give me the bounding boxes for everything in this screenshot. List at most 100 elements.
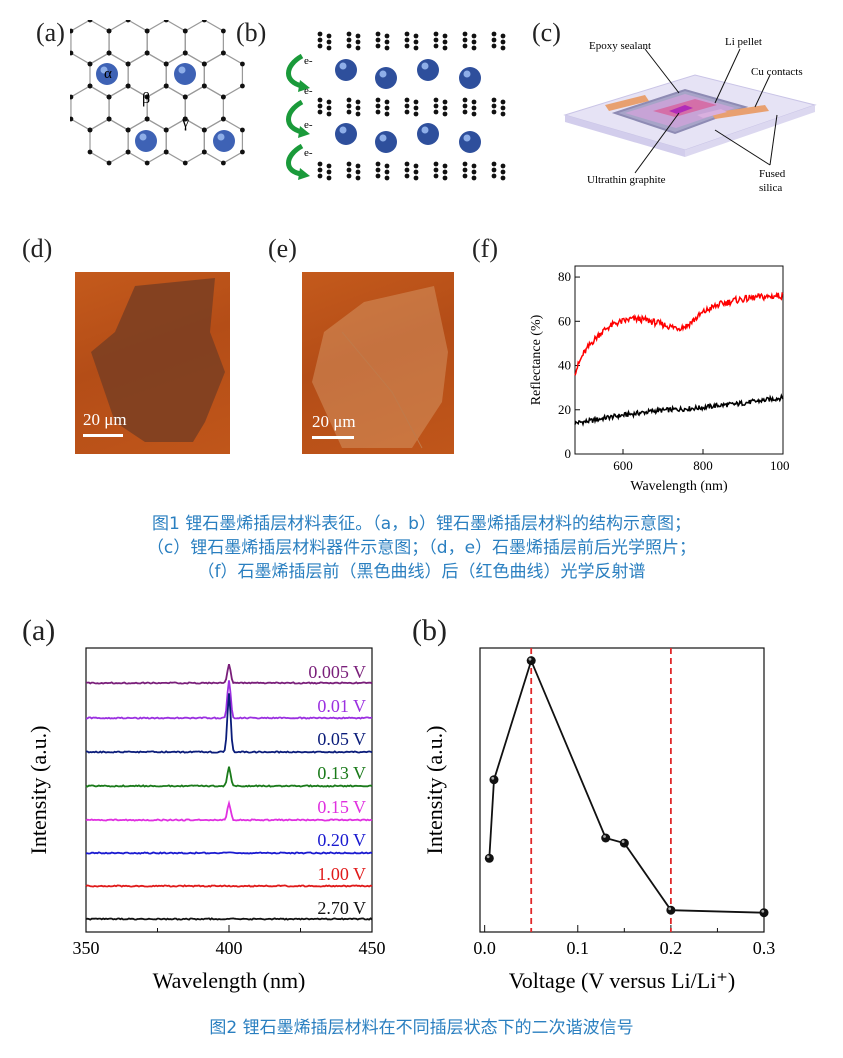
y-tick-label: 60 [558,313,571,328]
carbon-atom [125,83,131,89]
li-atom [135,130,157,152]
label-ultrathin-graphite: Ultrathin graphite [587,174,666,186]
panel-label-1f: (f) [472,234,498,263]
figure-2-caption: 图2 锂石墨烯插层材料在不同插层状态下的二次谐波信号 [209,1018,634,1038]
carbon-atom [355,169,361,175]
carbon-atom [70,116,74,122]
spectrum-label: 0.13 V [317,763,366,783]
carbon-atom [500,33,506,39]
li-atom [335,123,357,145]
shg-intensity-vs-voltage-chart: 0.0 0.1 0.2 0.3 Voltage (V versus Li/Li⁺) I… [422,647,775,993]
data-point [489,775,499,785]
shg-spectra-chart: 350 400 450 0.005 V 0.01 V 0.05 V 0.13 V 0.15 … [26,647,386,993]
electron-label: e- [304,119,313,131]
data-point [759,908,769,918]
li-atom-highlight [339,126,347,134]
carbon-atom [317,43,323,49]
carbon-atom [404,109,410,115]
carbon-atom [462,31,468,37]
carbon-atom [404,43,410,49]
carbon-atom [201,61,207,67]
carbon-atom [326,45,332,51]
spectrum-label: 0.20 V [317,830,366,850]
carbon-atom [433,43,439,49]
caption-line-2: （c）锂石墨烯插层材料器件示意图；（d，e）石墨烯插层前后光学照片； [146,538,697,558]
carbon-atom [317,31,323,37]
carbon-atom [404,173,410,179]
carbon-atom [220,116,226,122]
label-epoxy-sealant: Epoxy sealant [589,40,651,52]
data-point [666,905,676,915]
carbon-atom [220,28,226,34]
scale-bar-e [312,436,354,439]
carbon-atom [471,39,477,45]
carbon-atom [87,61,93,67]
carbon-atom [462,167,468,173]
carbon-atom [433,161,439,167]
carbon-atom [326,163,332,169]
carbon-atom [220,160,226,166]
carbon-atom [182,160,188,166]
y-tick-label: 40 [558,358,571,373]
carbon-atom [346,167,352,173]
carbon-atom [471,33,477,39]
carbon-atom [462,103,468,109]
panel-label-1e: (e) [268,234,297,263]
hexagon [146,85,186,131]
carbon-atom [125,20,131,23]
carbon-atom [433,103,439,109]
hexagon [70,85,110,131]
carbon-atom [346,161,352,167]
carbon-atom [471,99,477,105]
carbon-atom [70,94,74,100]
panel-label-1b: (b) [236,18,267,47]
carbon-atom [355,111,361,117]
li-atom [335,59,357,81]
carbon-atom [163,149,169,155]
x-tick-label: 0.0 [473,938,496,958]
carbon-atom [471,111,477,117]
spectrum-label: 0.005 V [308,662,366,682]
carbon-atom [125,61,131,67]
carbon-atom [201,83,207,89]
carbon-atom [500,111,506,117]
carbon-atom [413,175,419,181]
carbon-atom [163,127,169,133]
spectrum-label: 0.01 V [317,696,366,716]
carbon-atom [220,50,226,56]
carbon-atom [317,97,323,103]
carbon-atom [87,127,93,133]
carbon-atom [163,83,169,89]
electron-label: e- [304,147,313,159]
carbon-atom [346,43,352,49]
carbon-atom [413,163,419,169]
carbon-atom [326,105,332,111]
carbon-atom [404,31,410,37]
electron-arrows: e- e- e- e- [286,53,313,180]
carbon-atom [433,31,439,37]
carbon-atom [317,167,323,173]
x-tick-label: 0.1 [567,938,590,958]
carbon-atom [144,94,150,100]
carbon-atom [375,97,381,103]
electron-label: e- [304,85,313,97]
spectrum-label: 1.00 V [317,864,366,884]
carbon-atom [355,175,361,181]
carbon-atom [182,94,188,100]
carbon-atom [442,45,448,51]
carbon-atom [70,50,74,56]
hexagon [108,20,148,65]
lattice-diagram: α β γ [70,20,245,166]
intercalated-li-atoms [335,59,481,153]
carbon-atom [87,83,93,89]
carbon-atom [317,37,323,43]
carbon-atom [125,149,131,155]
carbon-atom [384,111,390,117]
data-point-highlight [621,840,625,843]
carbon-atom [404,37,410,43]
carbon-atom [163,20,169,23]
x-tick-label: 600 [613,458,633,473]
carbon-atom [375,173,381,179]
li-atom-highlight [178,66,186,74]
